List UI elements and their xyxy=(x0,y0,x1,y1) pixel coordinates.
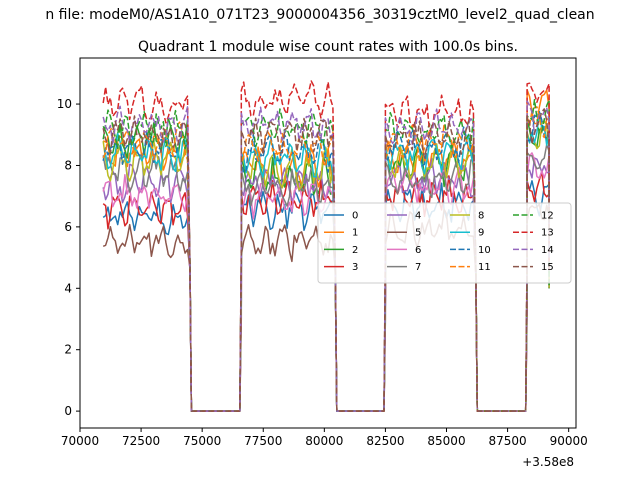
x-tick-label: 87500 xyxy=(488,434,526,448)
legend-label-10: 10 xyxy=(478,245,491,256)
y-tick-label: 0 xyxy=(64,404,72,418)
legend-label-11: 11 xyxy=(478,262,491,273)
series-line-7 xyxy=(102,143,550,412)
x-tick-label: 82500 xyxy=(366,434,404,448)
legend-label-7: 7 xyxy=(415,262,421,273)
legend-label-0: 0 xyxy=(352,211,358,222)
series-line-15 xyxy=(102,108,550,412)
plot-series xyxy=(102,80,550,412)
figure-suptitle: n file: modeM0/AS1A10_071T23_9000004356_… xyxy=(45,7,594,23)
legend-label-1: 1 xyxy=(352,228,358,239)
series-line-11 xyxy=(102,106,550,412)
y-tick-label: 2 xyxy=(64,343,72,357)
legend-label-13: 13 xyxy=(541,228,554,239)
legend-label-3: 3 xyxy=(352,262,358,273)
legend-label-5: 5 xyxy=(415,228,421,239)
x-offset-label: +3.58e8 xyxy=(522,455,574,469)
x-tick-label: 75000 xyxy=(183,434,221,448)
legend-label-8: 8 xyxy=(478,211,484,222)
series-line-10 xyxy=(102,110,550,412)
x-tick-label: 70000 xyxy=(61,434,99,448)
y-tick-label: 4 xyxy=(64,281,72,295)
x-tick-label: 90000 xyxy=(550,434,588,448)
legend-label-15: 15 xyxy=(541,262,554,273)
x-tick-label: 80000 xyxy=(305,434,343,448)
x-tick-label: 72500 xyxy=(122,434,160,448)
series-line-4 xyxy=(102,157,550,412)
legend-label-4: 4 xyxy=(415,211,421,222)
y-tick-label: 6 xyxy=(64,220,72,234)
series-line-2 xyxy=(102,117,550,412)
legend-label-2: 2 xyxy=(352,245,358,256)
plot-frame xyxy=(79,57,577,429)
series-line-14 xyxy=(102,100,550,412)
x-tick-label: 85000 xyxy=(427,434,465,448)
legend-box xyxy=(317,202,572,284)
legend-label-6: 6 xyxy=(415,245,421,256)
x-tick-label: 77500 xyxy=(244,434,282,448)
series-line-12 xyxy=(102,98,550,412)
series-line-3 xyxy=(102,171,550,412)
legend-label-12: 12 xyxy=(541,211,554,222)
axes-ticks: 70000 72500 75000 77500 80000 82500 85000 87500… xyxy=(57,97,588,448)
y-tick-label: 10 xyxy=(57,97,72,111)
legend-label-9: 9 xyxy=(478,228,484,239)
chart-title: Quadrant 1 module wise count rates with … xyxy=(138,39,518,55)
series-line-6 xyxy=(102,152,550,412)
series-line-13 xyxy=(102,80,550,412)
legend-label-14: 14 xyxy=(541,245,554,256)
y-tick-label: 8 xyxy=(64,158,72,172)
